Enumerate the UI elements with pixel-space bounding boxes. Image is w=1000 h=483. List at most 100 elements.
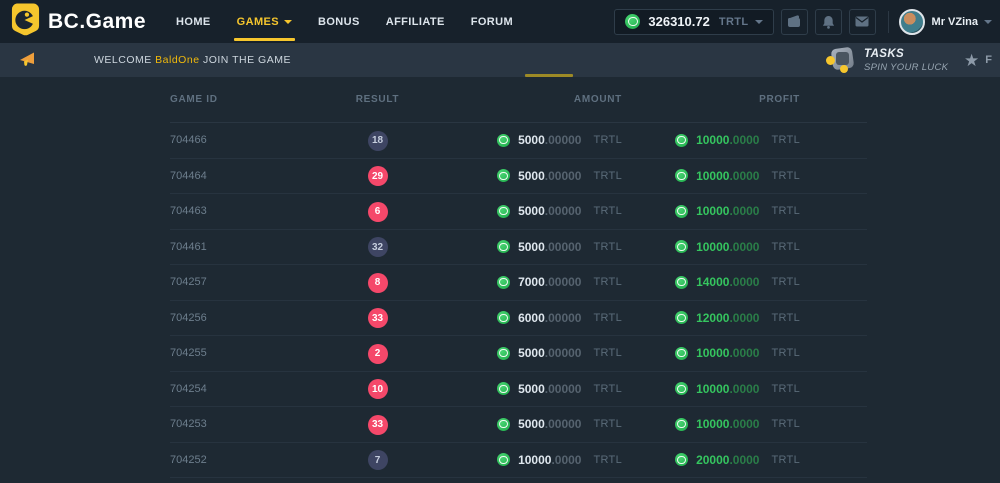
- brand-logo[interactable]: BC.Game: [10, 2, 146, 41]
- messages-button[interactable]: [848, 8, 876, 35]
- game-id[interactable]: 704257: [170, 276, 207, 289]
- table-row[interactable]: 704461 32 5000 .00000 TRTL 10000 .0000 T…: [170, 230, 867, 265]
- trtl-coin-icon: [497, 275, 511, 289]
- profit-decimals: .0000: [729, 239, 760, 254]
- amount-cell: 5000 .00000 TRTL: [430, 417, 622, 431]
- amount-integer: 5000: [518, 381, 545, 396]
- trtl-coin-icon: [675, 204, 689, 218]
- amount-currency: TRTL: [593, 169, 622, 182]
- nav-item-affiliate[interactable]: AFFILIATE: [385, 15, 445, 28]
- main-nav: HOME GAMES BONUS AFFILIATE FORUM: [163, 0, 526, 43]
- profit-decimals: .0000: [729, 133, 760, 148]
- profit-integer: 10000: [696, 168, 730, 183]
- game-id[interactable]: 704254: [170, 382, 207, 395]
- game-id[interactable]: 704466: [170, 134, 207, 147]
- game-id[interactable]: 704256: [170, 311, 207, 324]
- table-row[interactable]: 704257 8 7000 .00000 TRTL 14000 .0000 TR…: [170, 265, 867, 301]
- profit-decimals: .0000: [729, 346, 760, 361]
- bets-table: GAME ID RESULT AMOUNT PROFIT 704466 18 5…: [170, 77, 867, 478]
- game-id[interactable]: 704255: [170, 347, 207, 360]
- profit-decimals: .0000: [729, 168, 760, 183]
- profit-cell: 10000 .0000 TRTL: [622, 169, 800, 183]
- amount-integer: 10000: [518, 452, 552, 467]
- amount-decimals: .00000: [544, 239, 582, 254]
- result-badge: 29: [367, 166, 388, 186]
- chevron-down-icon: [754, 19, 763, 24]
- col-header-game-id: GAME ID: [170, 94, 218, 105]
- table-row[interactable]: 704252 7 10000 .0000 TRTL 20000 .0000 TR…: [170, 443, 867, 478]
- profit-integer: 10000: [696, 239, 730, 254]
- bcgame-logo-icon: [10, 2, 41, 41]
- star-icon: ★: [964, 50, 980, 70]
- game-id[interactable]: 704464: [170, 169, 207, 182]
- wallet-icon: [787, 15, 802, 28]
- result-badge: 33: [367, 414, 388, 435]
- trtl-coin-icon: [497, 417, 511, 431]
- avatar[interactable]: [898, 8, 925, 35]
- profit-decimals: .0000: [729, 417, 760, 432]
- profit-currency: TRTL: [771, 382, 800, 395]
- amount-integer: 5000: [518, 204, 545, 219]
- announcement-bar: WELCOME BaldOne JOIN THE GAME TASKS SPIN…: [0, 43, 1000, 77]
- amount-currency: TRTL: [593, 347, 622, 360]
- nav-item-home[interactable]: HOME: [176, 15, 211, 28]
- trtl-coin-icon: [497, 453, 511, 467]
- game-id[interactable]: 704463: [170, 205, 207, 218]
- trtl-coin-icon: [497, 240, 511, 254]
- profit-integer: 20000: [696, 452, 730, 467]
- amount-currency: TRTL: [593, 311, 622, 324]
- amount-cell: 7000 .00000 TRTL: [430, 275, 622, 289]
- table-row[interactable]: 704253 33 5000 .00000 TRTL 10000 .0000 T…: [170, 407, 867, 443]
- profit-cell: 10000 .0000 TRTL: [622, 382, 800, 396]
- nav-item-forum[interactable]: FORUM: [470, 15, 514, 28]
- amount-decimals: .00000: [544, 204, 582, 219]
- profit-currency: TRTL: [771, 169, 800, 182]
- table-row[interactable]: 704464 29 5000 .00000 TRTL 10000 .0000 T…: [170, 159, 867, 194]
- trtl-coin-icon: [675, 240, 689, 254]
- trtl-coin-icon: [625, 14, 641, 29]
- amount-currency: TRTL: [593, 418, 622, 431]
- amount-decimals: .00000: [544, 275, 582, 290]
- profit-integer: 10000: [696, 204, 730, 219]
- fairness-widget[interactable]: ★ F: [964, 43, 992, 77]
- amount-integer: 5000: [518, 417, 545, 432]
- result-badge: 2: [367, 343, 388, 364]
- nav-item-bonus[interactable]: BONUS: [317, 15, 360, 28]
- megaphone-icon: [18, 49, 39, 72]
- top-header: BC.Game HOME GAMES BONUS AFFILIATE FORUM…: [0, 0, 1000, 43]
- table-body: 704466 18 5000 .00000 TRTL 10000 .0000 T…: [170, 123, 867, 478]
- col-header-amount: AMOUNT: [573, 94, 622, 105]
- table-row[interactable]: 704463 6 5000 .00000 TRTL 10000 .0000 TR…: [170, 194, 867, 230]
- game-id[interactable]: 704252: [170, 453, 207, 466]
- profit-cell: 10000 .0000 TRTL: [622, 417, 800, 431]
- profit-cell: 14000 .0000 TRTL: [622, 275, 800, 289]
- profit-integer: 10000: [696, 417, 730, 432]
- chevron-down-icon[interactable]: [984, 19, 992, 24]
- amount-integer: 5000: [518, 239, 545, 254]
- profit-currency: TRTL: [771, 311, 800, 324]
- col-header-result: RESULT: [355, 94, 400, 105]
- amount-currency: TRTL: [593, 276, 622, 289]
- notifications-button[interactable]: [814, 8, 842, 35]
- amount-currency: TRTL: [593, 240, 622, 253]
- trtl-coin-icon: [497, 133, 511, 147]
- amount-currency: TRTL: [593, 134, 622, 147]
- tasks-title: TASKS: [864, 47, 905, 60]
- table-row[interactable]: 704255 2 5000 .00000 TRTL 10000 .0000 TR…: [170, 336, 867, 372]
- trtl-coin-icon: [675, 453, 689, 467]
- wallet-button[interactable]: [780, 8, 808, 35]
- table-row[interactable]: 704256 33 6000 .00000 TRTL 12000 .0000 T…: [170, 301, 867, 336]
- result-badge: 18: [367, 130, 388, 151]
- table-row[interactable]: 704466 18 5000 .00000 TRTL 10000 .0000 T…: [170, 123, 867, 159]
- amount-decimals: .00000: [544, 133, 582, 148]
- game-id[interactable]: 704461: [170, 240, 207, 253]
- amount-cell: 6000 .00000 TRTL: [430, 311, 622, 325]
- amount-decimals: .00000: [544, 310, 582, 325]
- tasks-widget[interactable]: TASKS SPIN YOUR LUCK: [826, 43, 948, 77]
- balance-selector[interactable]: 326310.72 TRTL: [614, 8, 774, 35]
- game-id[interactable]: 704253: [170, 418, 207, 431]
- table-row[interactable]: 704254 10 5000 .00000 TRTL 10000 .0000 T…: [170, 372, 867, 407]
- profit-decimals: .0000: [729, 275, 760, 290]
- amount-currency: TRTL: [593, 453, 622, 466]
- nav-item-games[interactable]: GAMES: [224, 0, 305, 43]
